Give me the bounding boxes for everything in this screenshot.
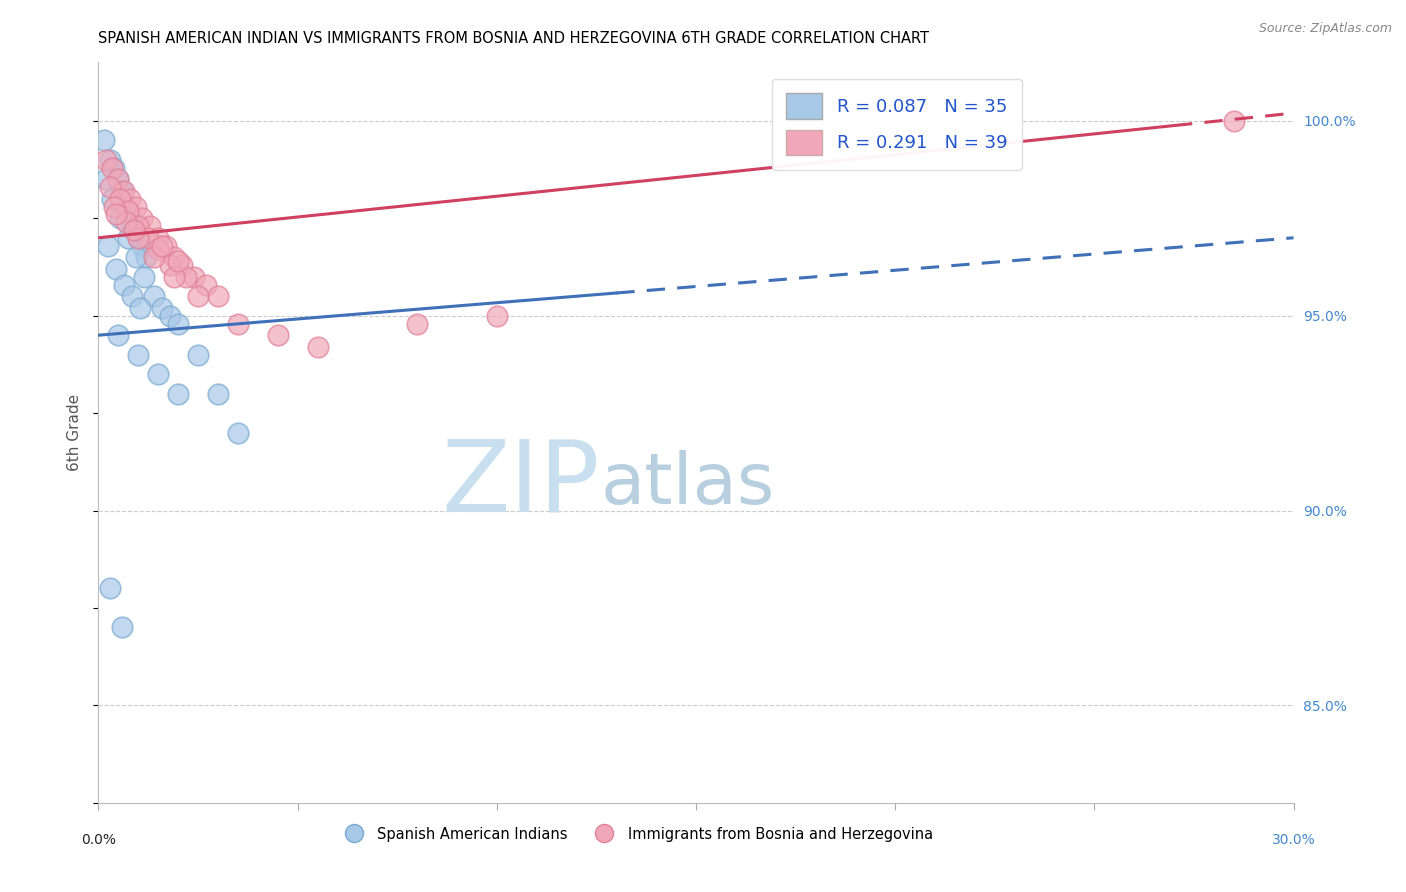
Point (115, 200, 138, 214)
Point (103, 200, 125, 214)
Text: 30.0%: 30.0% (1271, 833, 1316, 847)
Point (117, 203, 139, 218)
Point (135, 250, 157, 264)
Point (96, 153, 118, 167)
Point (101, 192, 124, 206)
Point (207, 289, 229, 303)
Point (125, 200, 148, 214)
Point (136, 231, 159, 245)
Point (112, 277, 135, 292)
Point (111, 620, 134, 634)
Point (150, 301, 173, 315)
Point (120, 192, 142, 206)
Point (112, 184, 135, 198)
Point (163, 269, 186, 284)
Point (120, 211, 142, 226)
Point (124, 223, 146, 237)
Point (148, 231, 170, 245)
Point (98, 582, 122, 596)
Point (172, 258, 194, 272)
Point (103, 161, 125, 175)
Point (107, 172, 129, 186)
Legend: Spanish American Indians, Immigrants from Bosnia and Herzegovina: Spanish American Indians, Immigrants fro… (333, 821, 939, 847)
Point (167, 254, 190, 268)
Point (195, 277, 218, 292)
Point (131, 238, 153, 252)
Point (117, 231, 139, 245)
Point (124, 223, 146, 237)
Point (121, 289, 143, 303)
Point (167, 386, 190, 401)
Point (406, 317, 429, 331)
Point (127, 231, 149, 245)
Point (134, 269, 156, 284)
Point (125, 250, 148, 264)
Point (115, 215, 138, 229)
Text: atlas: atlas (600, 450, 775, 519)
Point (97, 238, 120, 252)
Point (127, 219, 149, 233)
Text: Source: ZipAtlas.com: Source: ZipAtlas.com (1258, 22, 1392, 36)
Point (105, 262, 128, 277)
Point (139, 219, 162, 233)
Point (110, 192, 132, 206)
Point (107, 172, 129, 186)
Point (187, 289, 209, 303)
Point (148, 367, 170, 381)
Point (183, 269, 205, 284)
Point (105, 207, 128, 221)
Point (127, 231, 149, 245)
Point (93, 133, 115, 147)
Point (485, 309, 508, 323)
Text: SPANISH AMERICAN INDIAN VS IMMIGRANTS FROM BOSNIA AND HERZEGOVINA 6TH GRADE CORR: SPANISH AMERICAN INDIAN VS IMMIGRANTS FR… (98, 31, 929, 46)
Point (98, 180, 122, 194)
Point (131, 211, 153, 226)
Point (163, 250, 186, 264)
Point (174, 269, 197, 284)
Point (143, 289, 166, 303)
Point (111, 184, 134, 198)
Point (226, 317, 249, 331)
Point (107, 328, 129, 343)
Point (1223, 114, 1246, 128)
Point (187, 348, 209, 362)
Point (101, 161, 124, 175)
Point (96, 172, 118, 186)
Point (155, 238, 177, 252)
Point (127, 348, 149, 362)
Point (159, 309, 181, 323)
Point (267, 328, 290, 343)
Point (143, 250, 166, 264)
Point (307, 340, 329, 354)
Point (207, 386, 229, 401)
Point (226, 425, 249, 440)
Point (159, 258, 181, 272)
Point (98, 153, 122, 167)
Point (110, 211, 132, 226)
Text: 0.0%: 0.0% (82, 833, 115, 847)
Point (148, 243, 170, 257)
Text: ZIP: ZIP (441, 436, 600, 533)
Point (129, 301, 152, 315)
Point (150, 238, 173, 252)
Point (167, 317, 190, 331)
Y-axis label: 6th Grade: 6th Grade (67, 394, 83, 471)
